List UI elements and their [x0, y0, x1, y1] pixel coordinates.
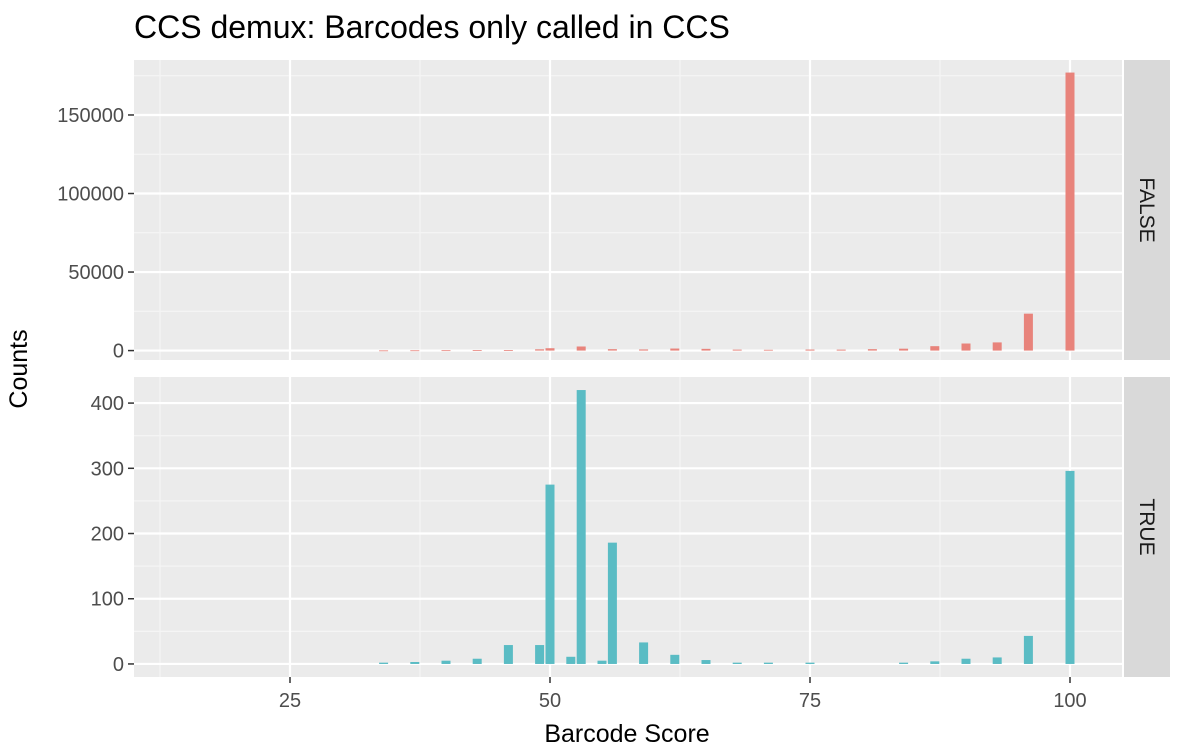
y-tick-label: 400: [91, 393, 124, 415]
panel-background: [134, 377, 1122, 677]
bar: [535, 349, 545, 351]
bar: [899, 662, 909, 664]
bar: [1023, 635, 1033, 664]
facet-strip: [1124, 60, 1170, 360]
bar: [763, 349, 773, 351]
bar: [732, 349, 742, 351]
bar: [410, 662, 420, 664]
bar: [930, 346, 940, 351]
bar: [961, 343, 971, 351]
y-tick-label: 0: [113, 654, 124, 676]
bar: [763, 662, 773, 664]
bar: [639, 642, 649, 664]
x-tick-label: 100: [1053, 690, 1086, 712]
bar: [503, 645, 513, 664]
panel-background: [134, 60, 1122, 360]
bar: [607, 349, 617, 351]
bar: [961, 658, 971, 664]
bar: [836, 349, 846, 351]
bar: [566, 656, 576, 664]
bar: [670, 654, 680, 664]
bar: [670, 348, 680, 351]
y-tick-label: 50000: [68, 262, 124, 284]
facet-strip-label: TRUE: [1135, 498, 1158, 555]
bar: [545, 348, 555, 351]
bar: [379, 662, 389, 664]
facet-panels: 0 50000 100000 150000 FALSE 0 100 200 300 400 TRUE: [57, 60, 1170, 677]
bar: [992, 657, 1002, 664]
bar: [1065, 470, 1075, 664]
bar: [410, 350, 420, 352]
bar: [701, 660, 711, 664]
y-tick-label: 200: [91, 524, 124, 546]
bar: [1065, 72, 1075, 351]
x-axis-title: Barcode Score: [544, 720, 709, 748]
facet-panel-true: 0 100 200 300 400 TRUE: [91, 377, 1170, 677]
x-axis: 25 50 75 100: [279, 677, 1087, 712]
y-axis-title: Counts: [5, 329, 33, 408]
y-tick-label: 0: [113, 341, 124, 363]
x-tick-label: 75: [799, 690, 821, 712]
bar: [930, 661, 940, 664]
facet-strip: [1124, 377, 1170, 677]
bar: [379, 350, 389, 352]
bar: [701, 348, 711, 351]
bar: [545, 484, 555, 664]
bar: [441, 350, 451, 352]
bar: [899, 348, 909, 351]
bar: [503, 350, 513, 351]
bar: [576, 390, 586, 664]
bar: [576, 346, 586, 351]
bar: [992, 342, 1002, 351]
bar: [732, 662, 742, 664]
bar: [805, 349, 815, 351]
bar: [1023, 313, 1033, 351]
bar: [472, 350, 482, 351]
bar: [607, 542, 617, 664]
bar: [597, 660, 607, 664]
chart-title: CCS demux: Barcodes only called in CCS: [134, 9, 730, 45]
bar: [441, 660, 451, 664]
y-tick-label: 300: [91, 458, 124, 480]
facet-strip-label: FALSE: [1135, 177, 1158, 242]
bar: [472, 658, 482, 664]
bar: [535, 645, 545, 664]
bar: [639, 349, 649, 351]
y-tick-label: 150000: [57, 105, 124, 127]
bar: [867, 349, 877, 351]
x-tick-label: 50: [539, 690, 561, 712]
facet-panel-false: 0 50000 100000 150000 FALSE: [57, 60, 1170, 363]
x-tick-label: 25: [279, 690, 301, 712]
y-tick-label: 100000: [57, 184, 124, 206]
y-tick-label: 100: [91, 589, 124, 611]
bar: [805, 662, 815, 664]
